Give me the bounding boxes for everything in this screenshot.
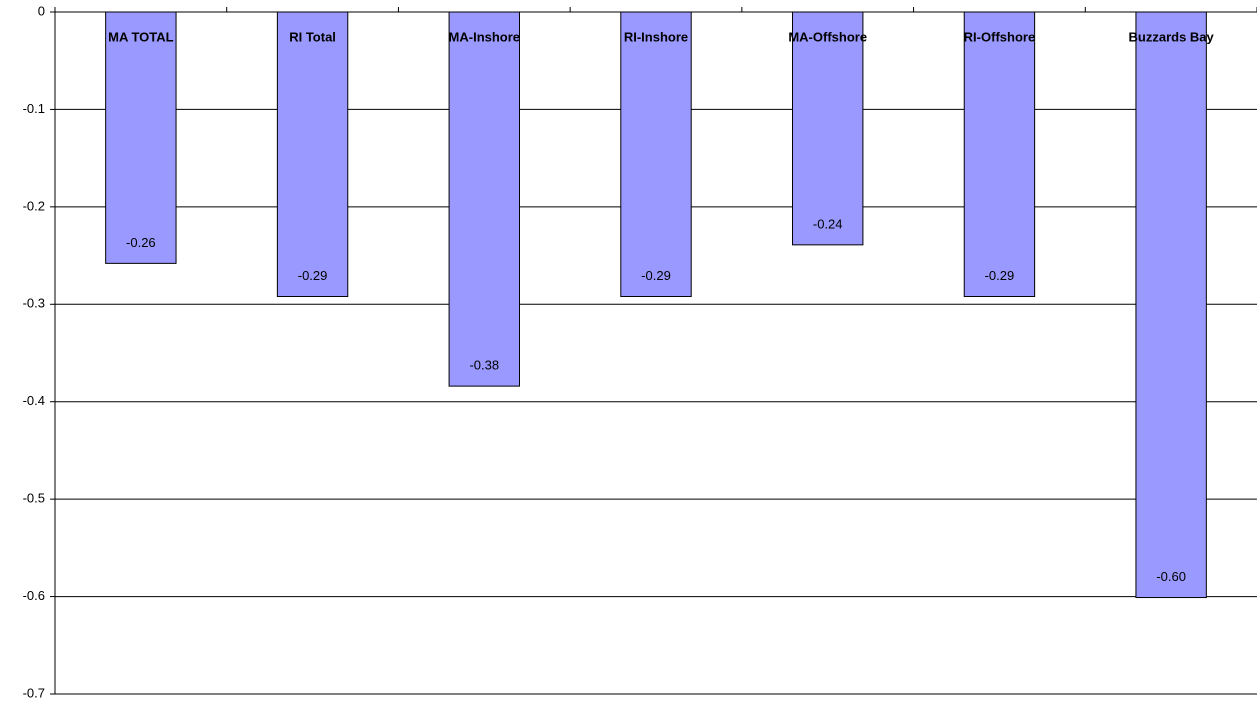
value-label: -0.29 <box>641 268 671 283</box>
value-label: -0.26 <box>126 235 156 250</box>
y-tick-label: -0.4 <box>23 393 45 408</box>
y-tick-label: -0.1 <box>23 101 45 116</box>
x-tick-label: RI-Inshore <box>624 29 688 44</box>
value-label: -0.60 <box>1156 569 1186 584</box>
bar <box>105 11 177 264</box>
y-tick-label: -0.2 <box>23 198 45 213</box>
x-tick-label: MA-Inshore <box>449 29 521 44</box>
bar <box>963 11 1036 297</box>
x-tick-label: MA TOTAL <box>108 29 174 44</box>
y-tick-label: -0.3 <box>23 296 45 311</box>
y-tick-label: 0 <box>38 3 45 18</box>
value-label: -0.24 <box>813 216 843 231</box>
value-label: -0.38 <box>469 358 499 373</box>
bar <box>792 11 864 246</box>
x-tick-label: Buzzards Bay <box>1129 29 1215 44</box>
x-tick-label: MA-Offshore <box>788 29 867 44</box>
bar <box>276 11 349 297</box>
bar <box>1135 11 1207 599</box>
y-tick-label: -0.7 <box>23 685 45 700</box>
bar <box>620 11 692 297</box>
x-tick-label: RI-Offshore <box>964 29 1036 44</box>
y-tick-label: -0.6 <box>23 588 45 603</box>
bar <box>448 11 520 387</box>
value-label: -0.29 <box>298 268 328 283</box>
x-tick-label: RI Total <box>289 29 336 44</box>
value-label: -0.29 <box>985 268 1015 283</box>
y-tick-label: -0.5 <box>23 491 45 506</box>
